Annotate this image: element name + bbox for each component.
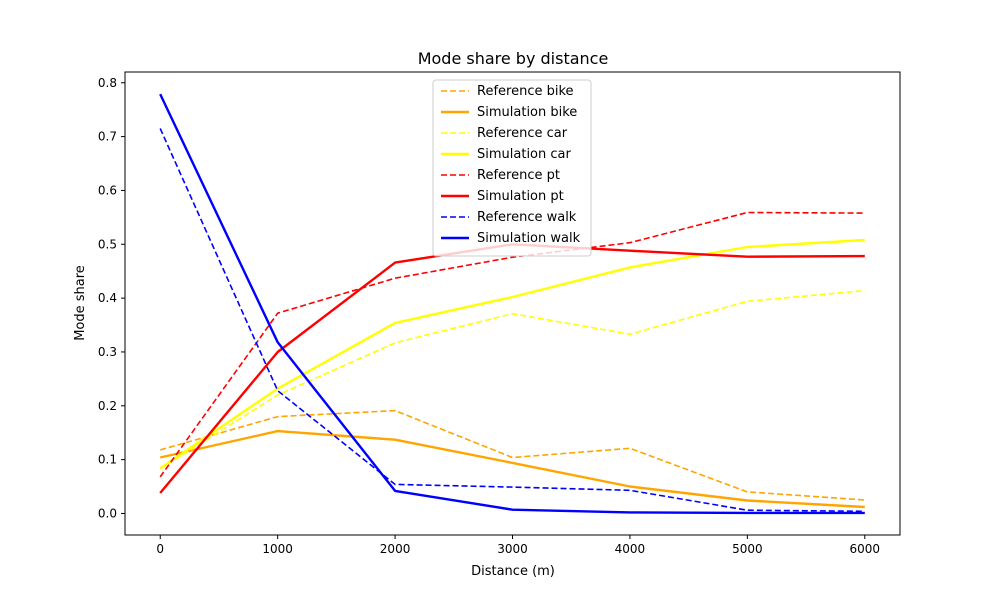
legend-label: Reference bike — [477, 84, 574, 99]
y-axis-label: Mode share — [73, 265, 88, 341]
series-line-simulation-pt — [159, 243, 865, 494]
legend-label: Simulation car — [477, 147, 571, 162]
x-tick-label: 0 — [156, 542, 164, 556]
y-tick-label: 0.7 — [98, 130, 117, 144]
x-tick-label: 2000 — [380, 542, 411, 556]
series-line-reference-pt — [159, 211, 865, 478]
series-line-reference-bike — [159, 409, 865, 501]
x-tick-label: 4000 — [615, 542, 646, 556]
series-line-reference-car — [159, 289, 865, 470]
x-tick-label: 6000 — [849, 542, 880, 556]
axis-ticks: 0 1000 2000 3000 4000 5000 6000 0.0 0.1 0.2 0.3 0.4… — [98, 76, 880, 556]
legend-box — [432, 79, 592, 257]
chart-title: Mode share by distance — [418, 49, 609, 68]
y-tick-label: 0.5 — [98, 237, 117, 251]
x-axis-label: Distance (m) — [471, 564, 555, 579]
series-line-reference-walk — [159, 128, 865, 513]
x-tick-label: 5000 — [732, 542, 763, 556]
y-tick-label: 0.8 — [98, 76, 117, 90]
y-tick-label: 0.4 — [98, 291, 117, 305]
plot-frame — [124, 71, 901, 536]
y-tick-label: 0.1 — [98, 453, 117, 467]
legend: Reference bike Simulation bike Reference c… — [432, 79, 592, 257]
series-line-simulation-bike — [159, 429, 865, 509]
legend-label: Simulation bike — [477, 105, 577, 120]
legend-label: Reference pt — [477, 168, 560, 183]
y-tick-label: 0.6 — [98, 183, 117, 197]
legend-label: Reference walk — [477, 210, 577, 225]
x-tick-label: 1000 — [262, 542, 293, 556]
legend-label: Reference car — [477, 126, 568, 141]
x-tick-label: 3000 — [497, 542, 528, 556]
y-tick-label: 0.2 — [98, 399, 117, 413]
y-tick-label: 0.0 — [98, 506, 117, 520]
series-line-simulation-walk — [159, 93, 865, 515]
legend-label: Simulation pt — [477, 189, 564, 204]
y-tick-label: 0.3 — [98, 345, 117, 359]
legend-label: Simulation walk — [477, 231, 581, 246]
series-line-simulation-car — [159, 238, 865, 470]
